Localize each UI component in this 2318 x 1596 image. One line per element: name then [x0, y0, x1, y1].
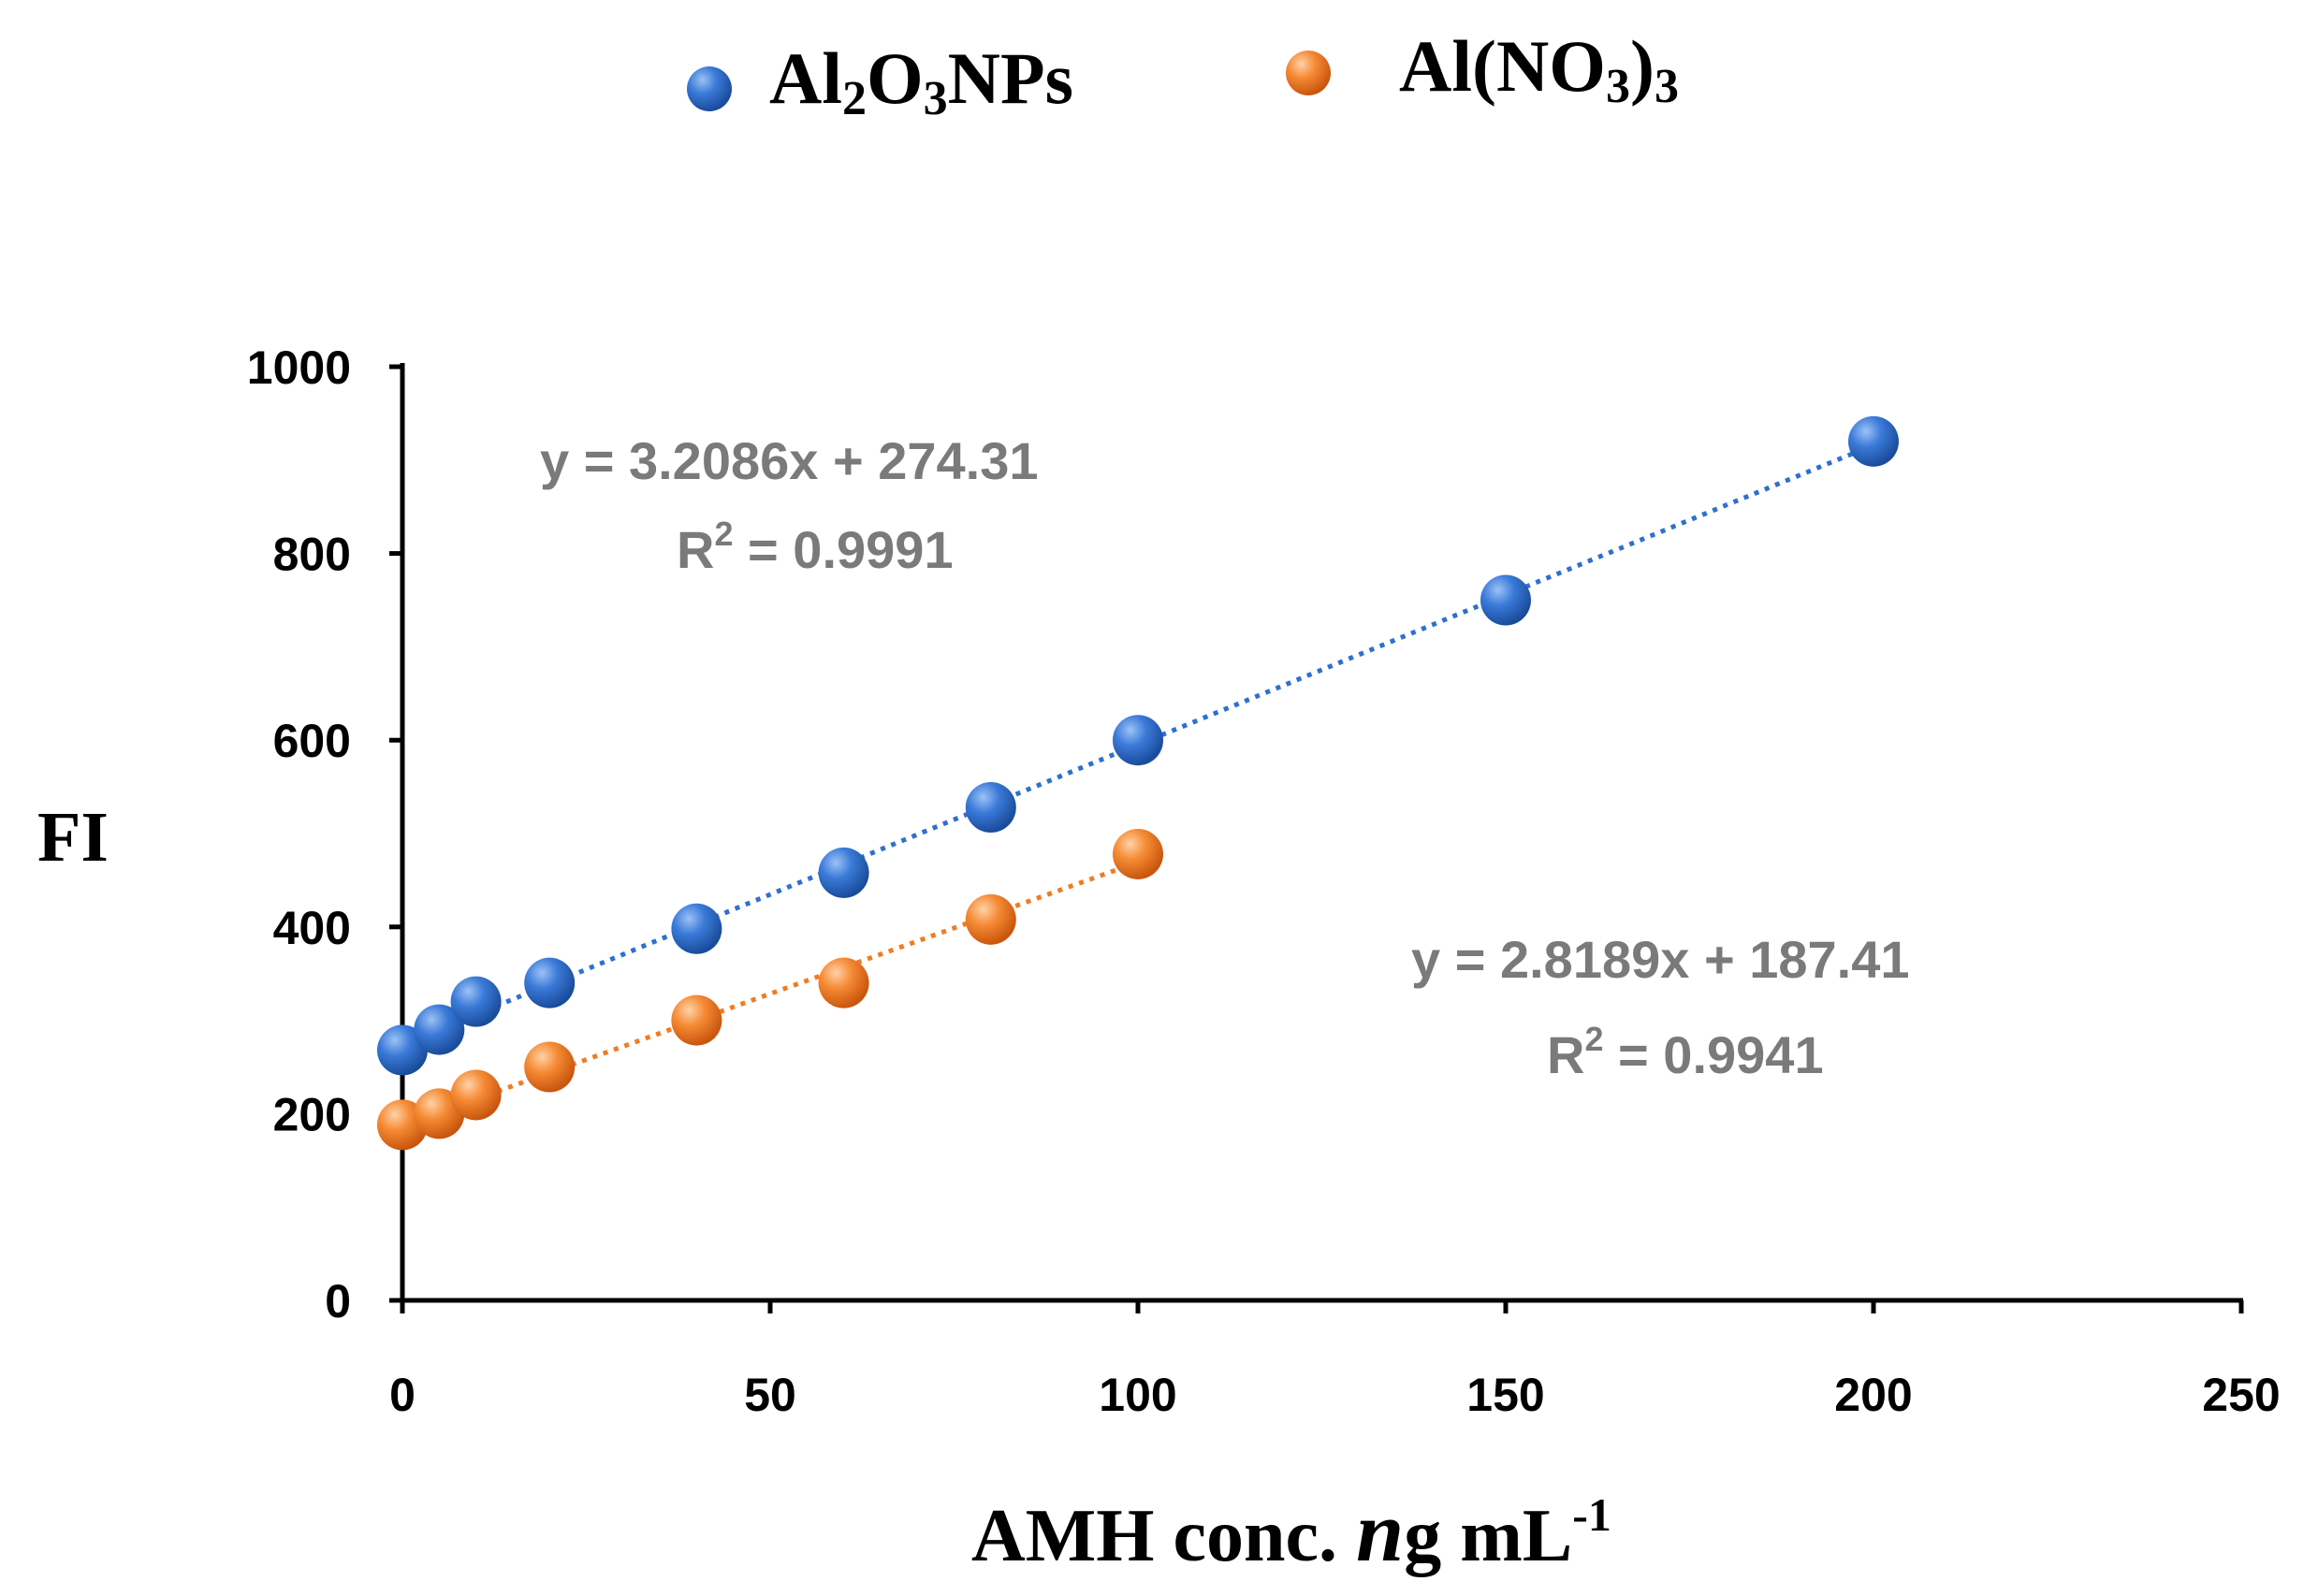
y-tick-label: 800 — [273, 529, 351, 581]
legend-marker-alno33 — [1286, 51, 1331, 95]
x-axis-title: AMH conc. ng mL-1 — [971, 1484, 1611, 1579]
r2-al2o3nps: R2 = 0.9991 — [677, 515, 954, 579]
data-point-al2o3nps — [1480, 574, 1531, 626]
data-point-alno33 — [450, 1069, 502, 1121]
x-tick-labels: 0 50 100 150 200 250 — [389, 1369, 2281, 1421]
y-tick-label: 1000 — [247, 341, 351, 394]
r2-alno33: R2 = 0.9941 — [1547, 1020, 1824, 1084]
axes — [389, 363, 2244, 1313]
trendlines — [401, 443, 1874, 1128]
x-tick-label: 250 — [2202, 1369, 2280, 1421]
y-tick-label: 200 — [273, 1088, 351, 1140]
data-point-alno33 — [965, 893, 1016, 945]
y-tick-label: 600 — [273, 715, 351, 767]
y-tick-label: 0 — [325, 1275, 351, 1328]
axis-ticks — [389, 364, 2244, 1313]
y-tick-labels: 0 200 400 600 800 1000 — [247, 341, 351, 1328]
x-tick-label: 50 — [744, 1369, 796, 1421]
data-point-al2o3nps — [524, 957, 576, 1008]
x-tick-label: 150 — [1466, 1369, 1544, 1421]
x-tick-label: 200 — [1834, 1369, 1912, 1421]
data-point-al2o3nps — [450, 976, 502, 1027]
data-point-al2o3nps — [818, 847, 869, 898]
data-point-al2o3nps — [377, 1024, 428, 1076]
y-tick-label: 400 — [273, 902, 351, 954]
trendline-alno33 — [401, 860, 1139, 1128]
data-point-alno33 — [671, 994, 722, 1046]
data-point-alno33 — [818, 957, 869, 1008]
data-point-alno33 — [524, 1041, 576, 1093]
legend: Al2O3NPs Al(NO3)3 — [687, 25, 1679, 125]
y-axis-title: FI — [37, 798, 109, 877]
legend-label-alno33: Al(NO3)3 — [1399, 25, 1679, 113]
data-point-al2o3nps — [965, 782, 1016, 834]
data-points — [377, 415, 1899, 1151]
legend-label-al2o3nps: Al2O3NPs — [769, 37, 1073, 125]
data-point-al2o3nps — [1113, 715, 1163, 766]
data-point-al2o3nps — [671, 903, 722, 954]
data-point-al2o3nps — [1848, 415, 1899, 467]
data-point-al2o3nps — [414, 1004, 465, 1055]
equation-alno33: y = 2.8189x + 187.41 — [1411, 930, 1910, 989]
x-tick-label: 100 — [1099, 1369, 1176, 1421]
legend-marker-al2o3nps — [687, 66, 732, 111]
data-point-alno33 — [1113, 828, 1163, 879]
x-tick-label: 0 — [389, 1369, 415, 1421]
equation-al2o3nps: y = 3.2086x + 274.31 — [540, 431, 1039, 490]
